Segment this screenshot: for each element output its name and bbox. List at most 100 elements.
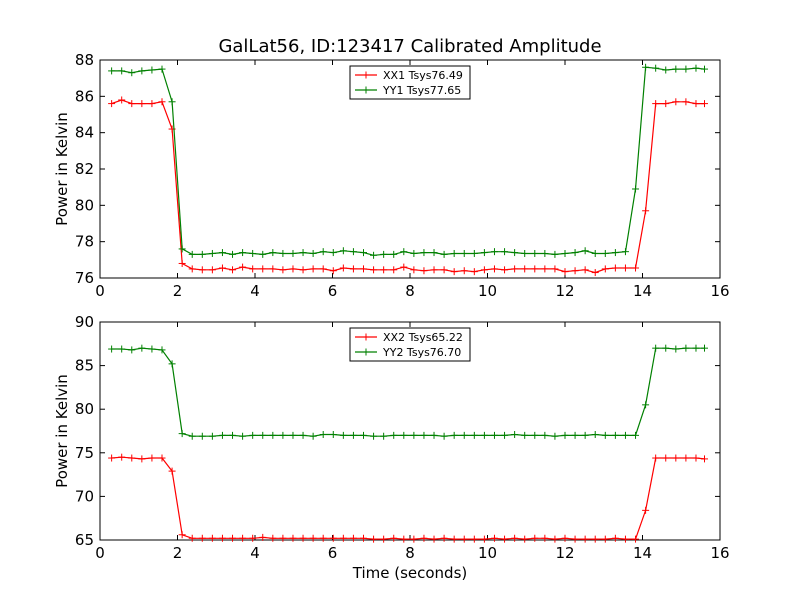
data-point [158, 65, 166, 73]
data-point [440, 432, 448, 440]
data-point [229, 431, 237, 439]
y-tick-label: 88 [75, 51, 94, 69]
data-point [239, 263, 247, 271]
data-point [692, 454, 700, 462]
y-tick-label: 80 [75, 400, 94, 418]
data-point [239, 432, 247, 440]
legend-label: YY1 Tsys77.65 [382, 84, 461, 97]
data-point [309, 249, 317, 257]
data-point [632, 431, 640, 439]
y-tick-label: 76 [75, 269, 94, 287]
data-point [339, 264, 347, 272]
data-point [682, 98, 690, 106]
data-point [299, 431, 307, 439]
data-point [601, 265, 609, 273]
data-point [682, 454, 690, 462]
data-point [571, 431, 579, 439]
data-point [339, 534, 347, 542]
data-point [329, 249, 337, 257]
data-point [370, 432, 378, 440]
data-point [571, 249, 579, 257]
data-point [480, 535, 488, 543]
x-tick-label: 6 [328, 544, 338, 562]
data-point [118, 96, 126, 104]
data-point [531, 249, 539, 257]
data-point [672, 345, 680, 353]
data-point [490, 248, 498, 256]
x-tick-label: 2 [173, 282, 183, 300]
data-point [501, 535, 509, 543]
legend-item: YY2 Tsys76.70 [355, 346, 461, 359]
y-tick-label: 85 [75, 357, 94, 375]
data-point [410, 431, 418, 439]
data-point [511, 265, 519, 273]
data-point [701, 65, 708, 73]
data-point [521, 249, 529, 257]
data-point [662, 66, 670, 74]
data-point [501, 431, 509, 439]
data-point [591, 249, 599, 257]
data-point [642, 401, 650, 409]
data-point [541, 265, 549, 273]
data-point [319, 430, 327, 438]
data-point [279, 249, 287, 257]
data-point [168, 467, 176, 475]
data-point [480, 249, 488, 257]
data-point [400, 431, 408, 439]
data-point [410, 535, 418, 543]
data-point [490, 265, 498, 273]
data-point [460, 267, 468, 275]
data-point [440, 266, 448, 274]
data-point [450, 268, 458, 276]
x-tick-label: 10 [478, 282, 497, 300]
data-point [229, 250, 237, 258]
data-point [309, 534, 317, 542]
data-point [521, 535, 529, 543]
x-tick-label: 10 [478, 544, 497, 562]
data-point [360, 249, 367, 257]
data-point [158, 346, 166, 354]
data-point [420, 249, 428, 257]
data-point [430, 266, 438, 274]
data-point [521, 431, 529, 439]
data-point [581, 535, 589, 543]
data-point [682, 344, 690, 352]
data-point [218, 431, 226, 439]
legend-label: XX1 Tsys76.49 [383, 69, 463, 82]
data-point [682, 65, 690, 73]
data-point [611, 249, 619, 257]
data-point [269, 249, 277, 257]
data-point [289, 534, 297, 542]
y-tick-label: 90 [75, 313, 94, 331]
data-point [148, 66, 156, 74]
data-point [571, 267, 579, 275]
data-point [289, 265, 297, 273]
data-point [701, 344, 708, 352]
data-point [259, 431, 267, 439]
data-point [329, 430, 337, 438]
data-point [118, 67, 126, 75]
data-point [662, 344, 670, 352]
data-point [531, 265, 539, 273]
data-point [400, 248, 408, 256]
data-point [108, 67, 116, 75]
data-point [662, 100, 670, 108]
data-point [561, 268, 569, 276]
data-point [108, 454, 116, 462]
y-tick-label: 82 [75, 160, 94, 178]
x-tick-label: 0 [95, 282, 105, 300]
data-point [239, 534, 247, 542]
data-point [420, 534, 428, 542]
data-point [360, 265, 367, 273]
data-point [501, 248, 509, 256]
data-point [601, 431, 609, 439]
legend-label: XX2 Tsys65.22 [383, 331, 463, 344]
data-point [380, 432, 388, 440]
data-point [178, 430, 186, 438]
data-point [652, 344, 660, 352]
data-point [551, 265, 559, 273]
x-tick-label: 4 [250, 544, 260, 562]
legend-label: YY2 Tsys76.70 [382, 346, 461, 359]
data-point [118, 345, 126, 353]
data-point [208, 266, 216, 274]
